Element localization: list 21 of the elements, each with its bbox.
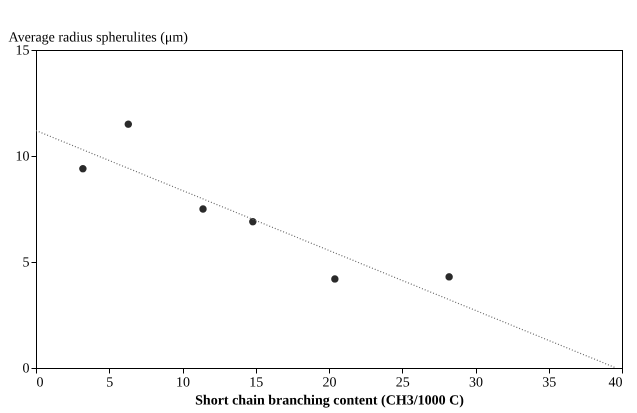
x-tick-label: 15: [249, 376, 264, 390]
point: [79, 165, 87, 172]
x-tick-label: 40: [608, 376, 622, 390]
point: [331, 275, 339, 283]
x-tick-label: 35: [542, 376, 556, 390]
point: [445, 273, 453, 281]
y-tick-label: 15: [16, 44, 30, 58]
x-tick-label: 20: [322, 376, 336, 390]
point: [124, 120, 132, 128]
y-axis-title: Average radius spherulites (μm): [8, 30, 188, 46]
x-tick-label: 0: [36, 376, 44, 390]
x-axis-title: Short chain branching content (CH3/1000 C): [195, 394, 464, 408]
point: [249, 218, 257, 226]
point: [199, 205, 207, 213]
x-tick-label: 25: [396, 376, 410, 390]
y-tick-label: 10: [16, 150, 30, 164]
x-tick-label: 5: [106, 376, 114, 390]
y-tick-label: 0: [22, 362, 30, 376]
x-tick-label: 30: [469, 376, 483, 390]
x-tick-label: 10: [176, 376, 190, 390]
y-tick-label: 5: [22, 256, 30, 270]
